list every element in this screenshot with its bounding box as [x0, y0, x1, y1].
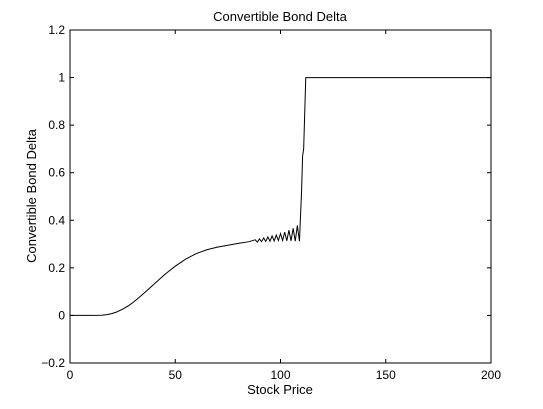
y-axis-label: Convertible Bond Delta: [24, 128, 39, 262]
y-tick-label: 0.8: [48, 118, 65, 132]
x-tick-label: 100: [270, 368, 290, 382]
x-tick-label: 200: [481, 368, 501, 382]
y-tick-label: 0.6: [48, 166, 65, 180]
series-line-convertible-delta: [70, 77, 491, 316]
x-axis-label: Stock Price: [247, 382, 313, 397]
x-tick-label: 50: [169, 368, 183, 382]
chart-title: Convertible Bond Delta: [213, 9, 347, 24]
y-tick-label: 0: [58, 308, 65, 322]
plot-frame: [69, 29, 492, 364]
tick-label-group: 0 50 100 150 200−0.200.20.40.60.811.2: [41, 23, 501, 382]
y-tick-label: 1.2: [48, 23, 65, 37]
y-tick-label: −0.2: [41, 356, 65, 370]
y-tick-label: 0.2: [48, 261, 65, 275]
y-tick-label: 0.4: [48, 213, 65, 227]
x-tick-label: 0: [67, 368, 74, 382]
y-tick-label: 1: [58, 71, 65, 85]
x-tick-label: 150: [376, 368, 396, 382]
